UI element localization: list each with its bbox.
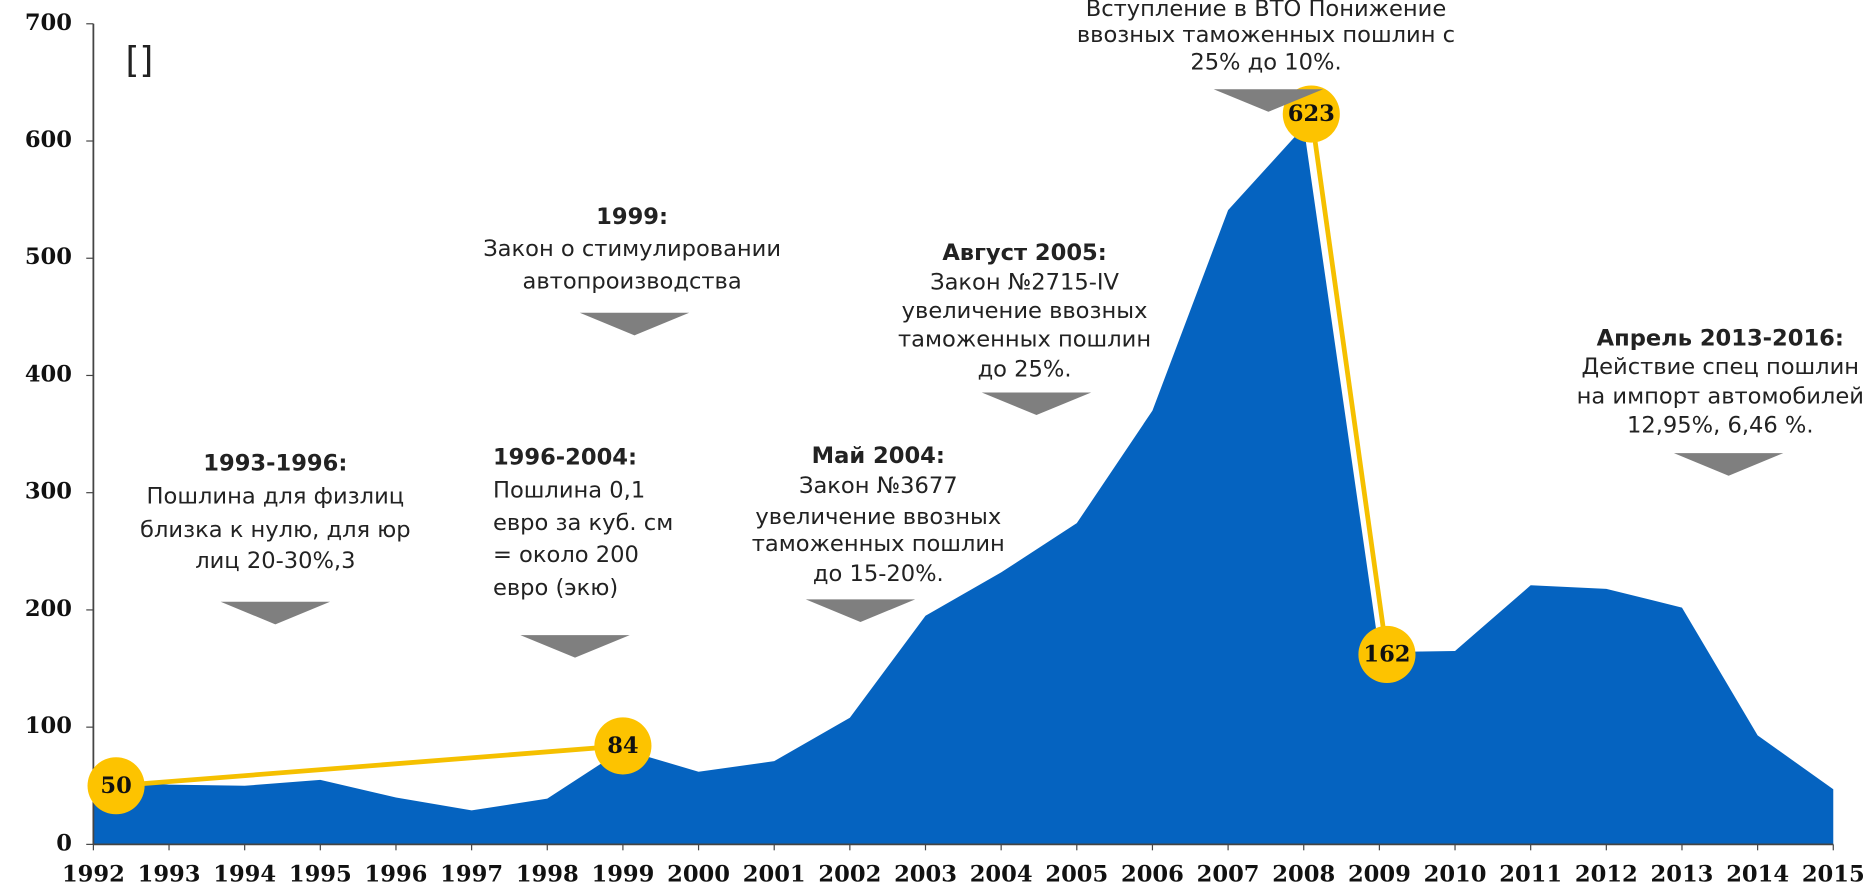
marker [594,717,652,775]
annotation-line: Действие спец пошлин [1582,354,1860,380]
x-tick-label: 1993 [138,861,201,886]
annotation-line: увеличение ввозных [902,298,1148,324]
y-tick-label: 700 [25,10,72,36]
x-tick-label: 2012 [1575,861,1638,886]
annotation-arrow [1673,453,1784,476]
x-tick-label: 2009 [1348,861,1411,886]
annotation-line: Закон №3677 [799,473,958,499]
annotation-line: таможенных пошлин [898,327,1151,353]
y-tick-label: 300 [25,479,72,505]
annotation-line: на импорт автомобилей [1577,384,1864,410]
x-tick-label: 2008 [1272,861,1335,886]
annotation-title: Апрель 2013-2016: [1597,325,1844,351]
y-tick-label: 400 [25,361,72,387]
x-tick-label: 2002 [818,861,881,886]
x-tick-label: 2004 [970,861,1033,886]
x-tick-label: 1998 [516,861,579,886]
y-tick-label: 500 [25,244,72,270]
annotation-arrow [220,601,331,625]
annotation-title: 1999: [596,204,668,230]
x-tick-label: 1999 [591,861,654,886]
annotation-line: до 25%. [978,356,1072,382]
x-tick-label: 2000 [667,861,730,886]
annotation-line: Вступление в ВТО Понижение [1086,0,1447,22]
x-tick-label: 2001 [743,861,806,886]
annotation-line: 25% до 10%. [1190,50,1341,76]
y-tick-label: 600 [25,127,72,153]
marker-line [1308,113,1390,655]
x-tick-label: 2013 [1651,861,1714,886]
annotation-title: Май 2004: [812,443,945,469]
x-tick-label: 2006 [1121,861,1184,886]
x-tick-label: 2007 [1197,861,1260,886]
x-tick-label: 1997 [440,861,503,886]
annotation-arrow [579,312,690,336]
note: [] [125,40,153,81]
x-tick-label: 1995 [289,861,352,886]
annotation-line: Пошлина для физлиц [147,484,405,510]
annotation-line: 12,95%, 6,46 %. [1627,412,1814,438]
x-tick-label: 1992 [62,861,125,886]
y-tick-label: 0 [56,830,72,856]
y-tick-label: 100 [25,713,72,739]
annotation-line: лиц 20-30%,3 [195,548,355,574]
x-tick-label: 1994 [213,861,276,886]
marker [1358,625,1416,684]
annotation-arrow [520,635,630,658]
annotation-arrow [805,599,916,622]
x-tick-label: 2005 [1045,861,1108,886]
x-tick-label: 2010 [1424,861,1487,886]
annotation-line: Пошлина 0,1 [493,478,645,504]
marker-label: 84 [607,733,638,759]
annotation-line: евро (экю) [493,575,618,601]
marker-label: 623 [1288,101,1335,127]
annotation-arrow [1213,89,1324,112]
annotation-line: до 15-20%. [813,561,944,587]
annotation-line: ввозных таможенных пошлин с [1077,22,1455,48]
annotation-line: таможенных пошлин [752,531,1005,557]
annotation-line: увеличение ввозных [755,504,1001,530]
x-tick-label: 2011 [1499,861,1562,886]
marker-line [115,743,624,789]
annotation-line: автопроизводства [523,268,742,294]
annotation-line: = около 200 [493,542,639,568]
annotation-line: Закон о стимулировании [483,236,781,262]
marker [87,757,145,815]
x-tick-label: 1996 [365,861,428,886]
annotation-arrow [981,392,1092,416]
x-tick-label: 2014 [1726,861,1789,886]
y-tick-label: 200 [25,596,72,622]
annotation-title: Август 2005: [942,240,1106,266]
annotation-line: близка к нулю, для юр [140,517,411,543]
annotation-title: 1996-2004: [493,444,637,470]
x-tick-label: 2003 [894,861,957,886]
x-tick-label: 2015 [1802,861,1865,886]
marker-label: 50 [100,773,131,799]
marker-label: 162 [1363,642,1410,668]
annotation-line: евро за куб. см [493,510,673,536]
annotation-line: Закон №2715-IV [930,270,1119,296]
annotation-title: 1993-1996: [203,450,347,476]
